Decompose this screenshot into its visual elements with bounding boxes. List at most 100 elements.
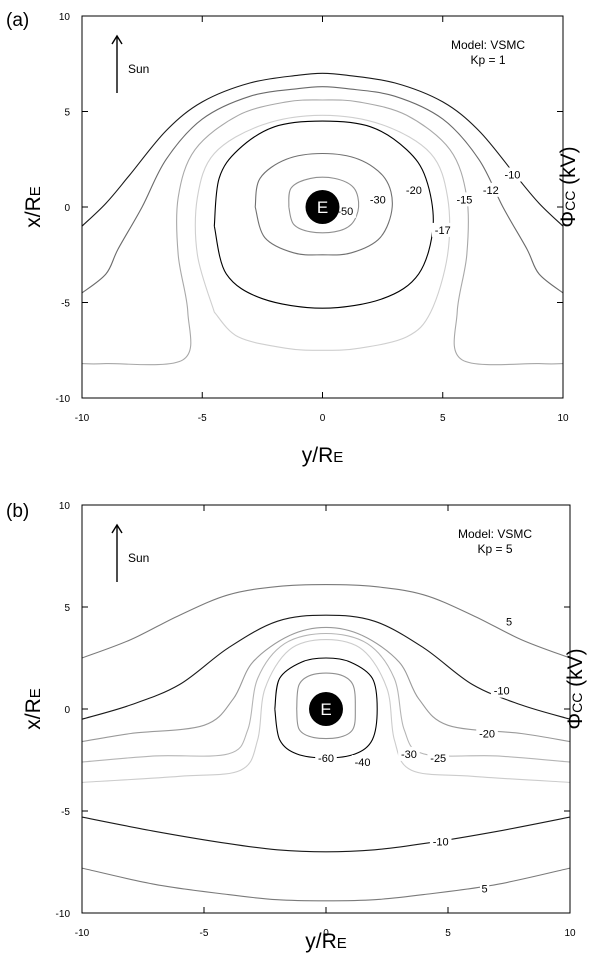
contour-line xyxy=(82,816,570,853)
contour-label: 5 xyxy=(506,616,512,628)
colorbar-label-sub: CC xyxy=(569,693,585,713)
sun-label: Sun xyxy=(128,551,149,565)
contour-label-bg xyxy=(427,750,450,765)
earth-label: E xyxy=(320,700,331,719)
contour-label-bg xyxy=(429,834,452,849)
contour-label-bg xyxy=(504,614,514,629)
x-tick-label: 5 xyxy=(440,413,446,424)
contour-label-bg xyxy=(453,192,476,207)
contour-line xyxy=(296,672,356,740)
x-axis-label: y/RE xyxy=(302,444,344,467)
x-tick-label: -10 xyxy=(75,413,90,424)
contour-label: -30 xyxy=(401,749,417,761)
x-tick-label: -10 xyxy=(75,928,90,939)
earth-label: E xyxy=(317,198,328,217)
y-axis-label-sub: E xyxy=(27,186,44,196)
contour-label-bg xyxy=(431,222,454,237)
y-tick-label: 10 xyxy=(59,501,71,512)
contour-label: -25 xyxy=(430,753,446,765)
contour-line xyxy=(82,86,563,294)
contour-label-bg xyxy=(403,182,425,197)
y-tick-label: 10 xyxy=(59,12,71,23)
contour-line xyxy=(82,614,570,720)
panel-label: (b) xyxy=(6,501,29,522)
y-tick-label: -5 xyxy=(61,807,70,818)
contour-line xyxy=(288,176,360,234)
colorbar-label: ΦCC (kV) xyxy=(564,648,587,729)
contour-label-bg xyxy=(334,203,357,218)
y-axis-label-sub: E xyxy=(27,688,44,698)
kp-label: Kp = 1 xyxy=(470,53,505,67)
x-axis-label-main: y/R xyxy=(302,444,334,467)
panel-label: (a) xyxy=(6,10,29,31)
colorbar-label-main: Φ xyxy=(564,713,587,730)
x-axis-label: y/RE xyxy=(305,930,347,953)
x-axis-label-sub: E xyxy=(337,935,347,952)
contour-label: -60 xyxy=(318,753,334,765)
x-tick-label: 10 xyxy=(564,928,576,939)
contour-label: -17 xyxy=(435,225,451,237)
x-axis-label-main: y/R xyxy=(305,930,337,953)
contour-line xyxy=(82,867,570,902)
x-tick-label: 5 xyxy=(445,928,451,939)
model-label: Model: VSMC xyxy=(458,527,532,541)
y-tick-label: 5 xyxy=(64,108,70,119)
y-axis-label-main: x/R xyxy=(22,698,45,730)
colorbar-label-sub: CC xyxy=(562,191,578,211)
contour-label: -10 xyxy=(494,686,510,698)
contour-label: -50 xyxy=(337,206,353,218)
contour-lines xyxy=(82,72,563,366)
colorbar-label-unit: (kV) xyxy=(557,146,580,190)
contour-line xyxy=(194,114,451,351)
contour-line xyxy=(213,120,434,309)
contour-label: 5 xyxy=(482,884,488,896)
contour-label: -12 xyxy=(483,185,499,197)
earth-marker xyxy=(309,692,343,726)
contour-label-bg xyxy=(367,192,389,207)
contour-label: -10 xyxy=(505,170,521,182)
contour-line xyxy=(82,72,563,227)
contour-line xyxy=(82,639,570,783)
contour-label-bg xyxy=(490,683,513,698)
y-axis-label: x/RE xyxy=(22,688,45,730)
contour-label: -20 xyxy=(479,728,495,740)
contour-line xyxy=(82,584,570,659)
y-axis-label: x/RE xyxy=(22,186,45,228)
contour-line xyxy=(82,99,563,366)
sun-arrow-head xyxy=(111,523,123,534)
colorbar-label: ΦCC (kV) xyxy=(557,146,580,227)
y-axis-label-main: x/R xyxy=(22,196,45,228)
contour-line xyxy=(82,626,570,743)
x-tick-label: -5 xyxy=(198,413,207,424)
model-label: Model: VSMC xyxy=(451,38,525,52)
x-tick-label: -5 xyxy=(200,928,209,939)
y-tick-label: -10 xyxy=(56,909,71,920)
x-tick-label: 0 xyxy=(323,928,329,939)
contour-label: -15 xyxy=(456,194,472,206)
x-tick-label: 10 xyxy=(557,413,569,424)
contour-label-bg xyxy=(351,755,374,770)
contour-label: -10 xyxy=(433,837,449,849)
colorbar-label-unit: (kV) xyxy=(564,648,587,692)
y-tick-label: 0 xyxy=(64,203,70,214)
y-tick-label: -10 xyxy=(56,394,71,405)
contour-label: -40 xyxy=(355,757,371,769)
sun-arrow-head xyxy=(111,34,123,45)
contour-line xyxy=(82,632,570,763)
contour-label-bg xyxy=(501,167,524,182)
contour-lines xyxy=(82,584,570,902)
kp-label: Kp = 5 xyxy=(477,542,512,556)
contour-label: -20 xyxy=(406,185,422,197)
y-tick-label: 5 xyxy=(64,603,70,614)
contour-line xyxy=(274,657,378,759)
y-tick-label: -5 xyxy=(61,299,70,310)
contour-label-bg xyxy=(315,750,337,765)
y-tick-label: 0 xyxy=(64,705,70,716)
contour-label-bg xyxy=(398,746,420,761)
colorbar-label-main: Φ xyxy=(557,211,580,228)
contour-label: -30 xyxy=(370,194,386,206)
x-tick-label: 0 xyxy=(320,413,326,424)
contour-line xyxy=(254,152,393,256)
